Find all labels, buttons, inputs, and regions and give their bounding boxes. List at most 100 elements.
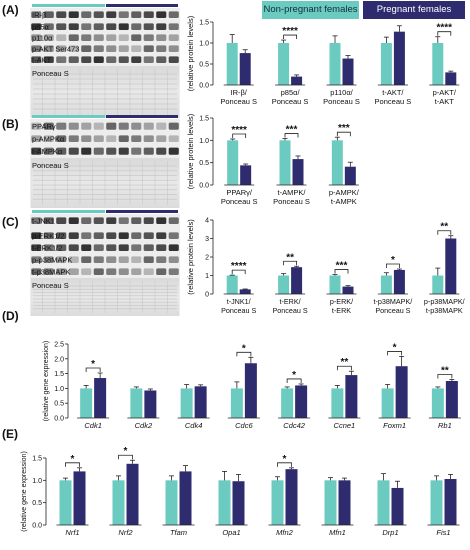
bar-nonpregnant (324, 480, 337, 525)
blot-label: IR-β (32, 10, 47, 19)
blot-band (118, 34, 129, 41)
bar-nonpregnant (226, 275, 238, 294)
significance-bracket (236, 351, 252, 357)
blot-band (118, 11, 129, 18)
blot-row (31, 147, 179, 155)
significance-bracket (334, 269, 349, 274)
bar-pregnant (291, 267, 303, 294)
blot-band (106, 34, 117, 41)
blot-group-bar-pregnant (106, 115, 178, 118)
blot-row (31, 268, 179, 275)
y-axis-label: (relative gene expression) (43, 341, 50, 422)
category-label: t-AKT (435, 97, 455, 106)
blot-band (56, 122, 67, 130)
blot-band (81, 23, 92, 30)
blot-band (156, 268, 167, 275)
blot-band (143, 122, 154, 130)
blot-band (81, 147, 92, 155)
blot-band (106, 147, 117, 155)
blot-label: p85α (32, 22, 50, 31)
bar-pregnant (393, 269, 405, 294)
bar-nonpregnant (165, 480, 178, 525)
significance-bracket (437, 31, 452, 36)
blot-group-bar-nonpregnant (32, 115, 105, 118)
blot-group-bar-pregnant (106, 4, 178, 7)
bar-nonpregnant (432, 43, 444, 85)
significance-bracket (437, 230, 452, 235)
blot-band (93, 34, 104, 41)
blot-band (43, 56, 54, 63)
blot-row (31, 217, 179, 224)
significance-label: ** (441, 366, 449, 377)
blot-band (93, 147, 104, 155)
blot-band (168, 45, 179, 52)
blot-band (93, 217, 104, 224)
blot-band (68, 268, 79, 275)
blot-band (81, 45, 92, 52)
blot-band (118, 217, 129, 224)
blot-band (56, 244, 67, 251)
bar-pregnant (344, 166, 356, 185)
blot-band (106, 232, 117, 239)
bar-pregnant (73, 471, 86, 525)
blot-label: Ponceau S (32, 161, 69, 170)
blot-band (168, 244, 179, 251)
category-label: t-AMPK/ (278, 188, 307, 197)
blot-label: t-ERK1/2 (32, 243, 62, 252)
blot-band (68, 11, 79, 18)
significance-label: ** (440, 222, 448, 233)
category-label: Rb1 (438, 421, 452, 430)
y-tick-label: 1 (205, 273, 209, 280)
y-tick-label: 0 (205, 292, 209, 299)
panel-label: (C) (2, 215, 19, 229)
blot-band (131, 256, 142, 263)
y-tick-label: 0.5 (32, 500, 42, 507)
blot-band (93, 122, 104, 130)
bar-nonpregnant (227, 140, 239, 185)
blot-band (31, 147, 42, 155)
blot-band (56, 268, 67, 275)
chart-E: 0.0 0.5 1.0 1.5 (relative gene expression) * N… (21, 446, 460, 537)
category-label: t-AKT/ (382, 88, 404, 97)
blot-band (131, 268, 142, 275)
significance-label: **** (231, 125, 247, 136)
panel-label: (A) (2, 3, 19, 17)
bar-nonpregnant (230, 388, 243, 418)
blot-band (56, 256, 67, 263)
bar-pregnant (240, 165, 252, 185)
category-label: Fis1 (436, 528, 450, 537)
blot-band (118, 147, 129, 155)
blot-C: t-JNK1 p-ERK1/2 t-ERK1/2 p-p38MAPK t-p38MAPK… (30, 210, 180, 316)
legend-pregnant: Pregnant females (363, 1, 465, 19)
blot-band (93, 135, 104, 142)
blot-band (81, 268, 92, 275)
blot-band (31, 11, 42, 18)
bar-pregnant (94, 378, 107, 418)
bar-nonpregnant (130, 388, 143, 418)
blot-band (156, 256, 167, 263)
blot-band (143, 45, 154, 52)
blot-band (68, 256, 79, 263)
panel-label: (B) (2, 117, 19, 131)
category-label: t-ERK/ (280, 297, 301, 306)
category-label: Nrf1 (65, 528, 79, 537)
bar-charts: 0.0 0.5 1.0 1.5 (relative protein levels) IR-… (21, 15, 465, 537)
significance-label: * (393, 342, 397, 353)
blot-band (68, 34, 79, 41)
category-label: Ponceau S (273, 197, 310, 206)
blot-band (93, 268, 104, 275)
blot-band (43, 268, 54, 275)
significance-bracket (336, 365, 352, 371)
blot-band (143, 268, 154, 275)
bar-nonpregnant (329, 275, 341, 294)
bar-pregnant (445, 381, 458, 418)
panel-label: (E) (2, 427, 18, 441)
blot-band (156, 135, 167, 142)
blot-band (31, 122, 42, 130)
blot-band (131, 147, 142, 155)
blot-label: t-JNK1 (32, 216, 55, 225)
blot-band (31, 217, 42, 224)
blot-band (81, 135, 92, 142)
blot-label: Ponceau S (32, 281, 69, 290)
